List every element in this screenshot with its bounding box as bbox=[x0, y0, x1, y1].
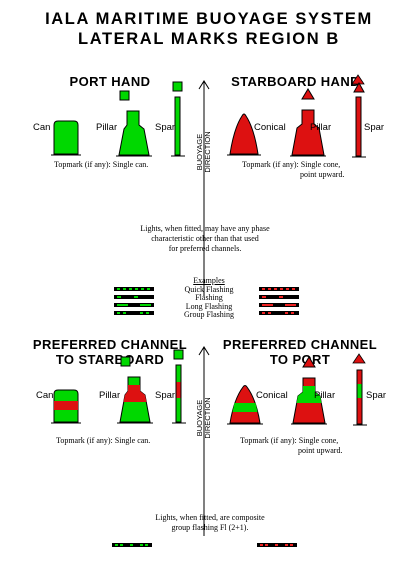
lights-note: Lights, when fitted, may have any phase … bbox=[140, 224, 270, 253]
pref-starboard-topmark-note: Topmark (if any): Single can. bbox=[56, 436, 151, 445]
page-subtitle: LATERAL MARKS REGION B bbox=[78, 30, 340, 48]
buoyage-direction-label-upper: BUOYAGE DIRECTION bbox=[195, 131, 212, 173]
starboard-conical-label: Conical bbox=[254, 122, 286, 133]
port-can-label: Can bbox=[33, 122, 51, 133]
pref-port-spar-buoy bbox=[353, 369, 367, 426]
starboard-topmark-note: Topmark (if any): Single cone, point upw… bbox=[242, 160, 345, 179]
pref-starboard-can-label: Can bbox=[36, 390, 54, 401]
port-can-buoy bbox=[51, 120, 81, 156]
green-composite-flashing-bar bbox=[112, 543, 152, 547]
pref-port-topmark-note: Topmark (if any): Single cone, point upw… bbox=[240, 436, 343, 455]
starboard-conical-buoy bbox=[227, 113, 261, 156]
starboard-hand-heading: STARBOARD HAND bbox=[231, 74, 360, 89]
green-group-flashing-bar bbox=[114, 311, 154, 315]
buoyage-direction-arrow-lower bbox=[198, 346, 210, 536]
pref-port-spar-label: Spar bbox=[366, 390, 387, 401]
red-quick-flashing-bar bbox=[259, 287, 299, 291]
pref-starboard-can-buoy bbox=[51, 389, 81, 424]
buoyage-direction-label-lower: BUOYAGE DIRECTION bbox=[195, 397, 212, 439]
pref-starboard-spar-buoy bbox=[172, 349, 186, 424]
pref-port-conical-label: Conical bbox=[256, 390, 288, 401]
red-group-flashing-bar bbox=[259, 311, 299, 315]
port-pillar-label: Pillar bbox=[96, 122, 118, 133]
red-composite-flashing-bar bbox=[257, 543, 297, 547]
pref-starboard-spar-label: Spar bbox=[155, 390, 176, 401]
example-flashing: Flashing bbox=[195, 293, 223, 303]
green-flashing-bar bbox=[114, 295, 154, 299]
port-hand-heading: PORT HAND bbox=[69, 74, 151, 89]
red-long-flashing-bar bbox=[259, 303, 299, 307]
pref-starboard-pillar-buoy bbox=[117, 356, 153, 424]
green-quick-flashing-bar bbox=[114, 287, 154, 291]
starboard-pillar-label: Pillar bbox=[310, 122, 332, 133]
starboard-spar-buoy bbox=[352, 81, 366, 158]
port-pillar-buoy bbox=[116, 90, 152, 157]
red-flashing-bar bbox=[259, 295, 299, 299]
green-long-flashing-bar bbox=[114, 303, 154, 307]
pref-port-pillar-label: Pillar bbox=[314, 390, 336, 401]
example-group-flashing: Group Flashing bbox=[184, 310, 234, 320]
pref-starboard-pillar-label: Pillar bbox=[99, 390, 121, 401]
page-title: IALA MARITIME BUOYAGE SYSTEM bbox=[45, 10, 373, 28]
example-long-flashing: Long Flashing bbox=[185, 301, 233, 311]
preferred-starboard-heading: PREFERRED CHANNEL TO STARBOARD bbox=[32, 337, 188, 367]
pref-port-pillar-buoy bbox=[291, 356, 327, 425]
examples-legend: Examples Quick Flashing Flashing Long Fl… bbox=[164, 276, 254, 320]
port-topmark-note: Topmark (if any): Single can. bbox=[54, 160, 149, 169]
starboard-pillar-buoy bbox=[290, 88, 326, 157]
examples-heading: Examples bbox=[193, 276, 225, 285]
port-spar-buoy bbox=[171, 81, 185, 157]
composite-lights-note: Lights, when fitted, are composite group… bbox=[155, 513, 265, 532]
pref-port-conical-buoy bbox=[227, 385, 263, 425]
preferred-port-heading-cone-icon bbox=[352, 353, 366, 364]
preferred-port-heading: PREFERRED CHANNEL TO PORT bbox=[222, 337, 378, 367]
starboard-spar-label: Spar bbox=[364, 122, 385, 133]
buoyage-direction-arrow-upper bbox=[198, 80, 210, 296]
port-spar-label: Spar bbox=[155, 122, 176, 133]
example-quick-flashing: Quick Flashing bbox=[184, 284, 234, 294]
